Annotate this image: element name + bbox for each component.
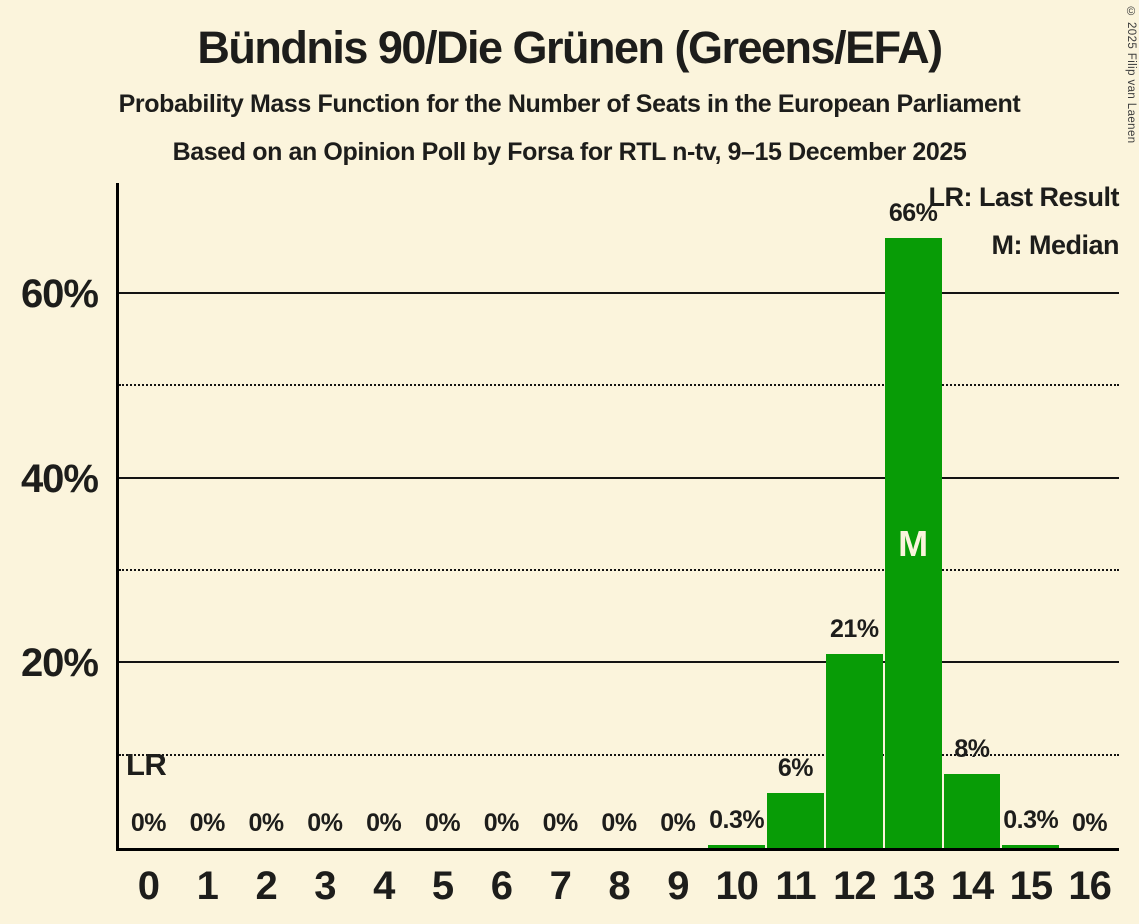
- x-tick-label-12: 12: [833, 864, 876, 908]
- x-axis-tick-labels: 0 1 2 3 4 5 6 7 8 9 10 11 12 13 14 15 16: [119, 864, 1119, 909]
- bar-seats-13: [884, 238, 942, 848]
- value-label-seats-14: 8%: [954, 735, 990, 764]
- bar-seats-11: [767, 792, 824, 848]
- value-label-seats-4: 0%: [366, 809, 402, 837]
- plot-area: LR: Last Result M: Median LR 0% 0% 0% 0% 0% 0…: [116, 182, 1119, 851]
- last-result-marker-label: LR: [126, 747, 167, 782]
- value-label-seats-11: 6%: [777, 753, 814, 782]
- x-tick-label-14: 14: [950, 864, 994, 908]
- bar-seats-12: [825, 654, 883, 848]
- gridline-10pct: [119, 753, 1119, 756]
- x-tick-label-16: 16: [1068, 864, 1111, 908]
- gridline-60pct: [119, 291, 1119, 294]
- value-label-seats-7: 0%: [542, 809, 579, 837]
- x-tick-label-11: 11: [775, 864, 816, 908]
- gridline-50pct: [119, 384, 1119, 387]
- chart-subtitle: Probability Mass Function for the Number…: [118, 90, 1021, 118]
- y-tick-label-40: 40%: [20, 456, 99, 501]
- value-label-seats-5: 0%: [424, 809, 461, 837]
- value-label-seats-10: 0.3%: [709, 806, 765, 835]
- y-axis-line: [116, 183, 119, 851]
- x-tick-label-9: 9: [667, 864, 689, 908]
- value-label-seats-8: 0%: [601, 809, 637, 837]
- chart-source-line: Based on an Opinion Poll by Forsa for RT…: [172, 138, 967, 166]
- value-label-seats-15: 0.3%: [1003, 806, 1059, 835]
- chart-legend: LR: Last Result M: Median: [928, 173, 1119, 269]
- value-label-seats-13: 66%: [888, 199, 938, 228]
- x-tick-label-5: 5: [431, 864, 454, 908]
- x-tick-label-13: 13: [891, 864, 935, 908]
- chart-title: Bündnis 90/Die Grünen (Greens/EFA): [197, 22, 943, 73]
- legend-median: M: Median: [991, 230, 1120, 260]
- x-tick-label-6: 6: [490, 864, 513, 908]
- x-tick-label-4: 4: [373, 864, 395, 908]
- value-label-seats-0: 0%: [130, 809, 167, 837]
- value-label-seats-3: 0%: [307, 809, 343, 837]
- x-tick-label-15: 15: [1009, 864, 1053, 908]
- bar-seats-14: [943, 774, 1001, 848]
- value-label-seats-12: 21%: [830, 615, 879, 644]
- bar-seats-15: [1002, 845, 1060, 848]
- x-tick-label-8: 8: [608, 864, 630, 908]
- value-label-seats-16: 0%: [1072, 809, 1108, 837]
- x-tick-label-2: 2: [255, 864, 277, 908]
- gridline-30pct: [119, 568, 1119, 571]
- gridline-20pct: [119, 661, 1119, 664]
- x-tick-label-3: 3: [314, 864, 336, 908]
- x-tick-label-0: 0: [137, 864, 160, 908]
- y-tick-label-20: 20%: [20, 641, 99, 686]
- value-label-seats-2: 0%: [248, 809, 284, 837]
- value-label-seats-1: 0%: [189, 809, 226, 837]
- y-tick-label-60: 60%: [20, 271, 99, 316]
- bar-seats-10: [708, 845, 766, 848]
- copyright-notice: © 2025 Filip van Laenen: [1125, 6, 1137, 144]
- x-tick-label-1: 1: [196, 864, 219, 908]
- x-tick-label-7: 7: [549, 864, 572, 908]
- gridline-40pct: [119, 476, 1119, 479]
- value-label-seats-6: 0%: [483, 809, 520, 837]
- x-tick-label-10: 10: [715, 864, 758, 908]
- legend-last-result: LR: Last Result: [928, 182, 1119, 212]
- median-marker-label: M: [898, 523, 929, 564]
- value-label-seats-9: 0%: [660, 809, 696, 837]
